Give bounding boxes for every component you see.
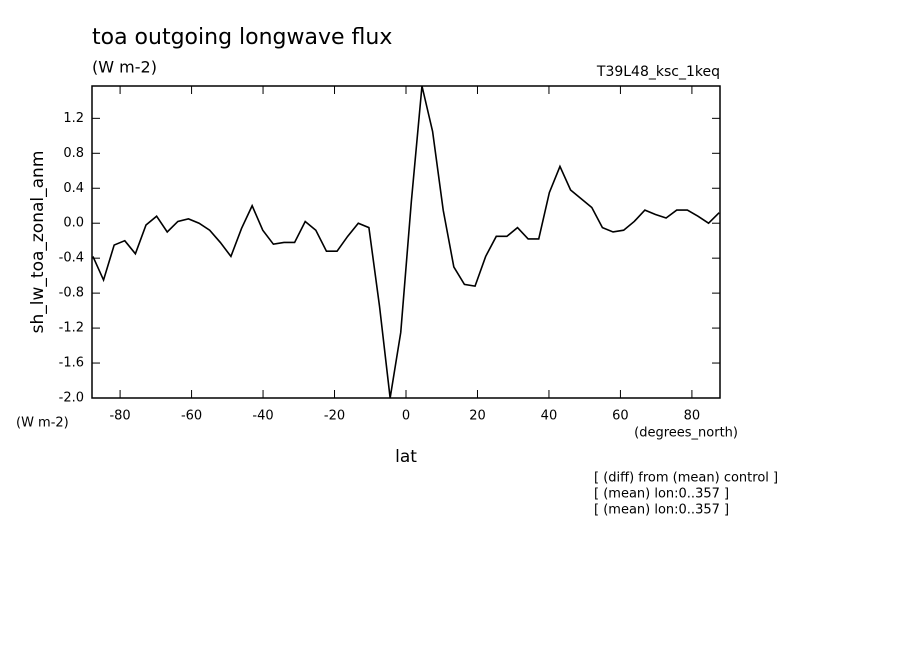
data-line bbox=[92, 85, 720, 399]
note: [ (mean) lon:0..357 ] bbox=[594, 487, 729, 502]
plot-frame bbox=[91, 85, 721, 399]
x-axis-label: lat bbox=[395, 447, 417, 467]
x-tick-label: -40 bbox=[252, 409, 273, 424]
x-tick-label: 80 bbox=[684, 409, 701, 424]
y-tick-label: -2.0 bbox=[59, 391, 84, 406]
y-tick-label: 0.4 bbox=[63, 181, 84, 196]
x-units: (degrees_north) bbox=[634, 426, 738, 441]
y-tick-label: 0.0 bbox=[63, 216, 84, 231]
note: [ (mean) lon:0..357 ] bbox=[594, 503, 729, 518]
x-tick-label: -80 bbox=[109, 409, 130, 424]
note: [ (diff) from (mean) control ] bbox=[594, 471, 778, 486]
dataset-label: T39L48_ksc_1keq bbox=[596, 64, 720, 80]
chart-title: toa outgoing longwave flux bbox=[92, 25, 392, 50]
y-units: (W m-2) bbox=[16, 416, 69, 431]
x-tick-label: -20 bbox=[324, 409, 345, 424]
chart-subtitle: (W m-2) bbox=[92, 58, 157, 77]
x-tick-label: 40 bbox=[541, 409, 558, 424]
y-tick-label: 0.8 bbox=[63, 146, 84, 161]
y-axis-label: sh_lw_toa_zonal_anm bbox=[28, 151, 48, 334]
x-tick-label: 60 bbox=[612, 409, 629, 424]
y-tick-label: -1.2 bbox=[59, 321, 84, 336]
x-tick-label: 0 bbox=[402, 409, 410, 424]
x-tick-label: 20 bbox=[469, 409, 486, 424]
x-tick-label: -60 bbox=[181, 409, 202, 424]
y-tick-label: -0.8 bbox=[59, 286, 84, 301]
y-tick-label: 1.2 bbox=[63, 111, 84, 126]
y-tick-label: -1.6 bbox=[59, 356, 84, 371]
y-tick-label: -0.4 bbox=[59, 251, 84, 266]
